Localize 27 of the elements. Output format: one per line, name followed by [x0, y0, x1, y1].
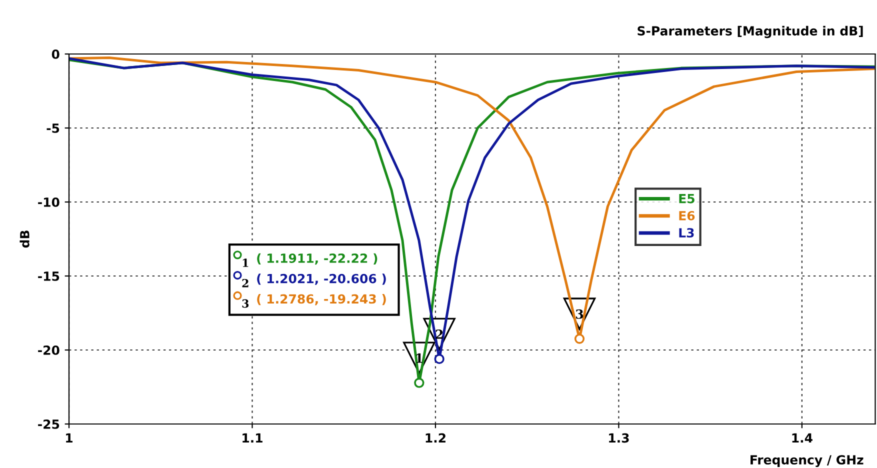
y-axis-title: dB [20, 230, 30, 248]
y-tick-label: -10 [38, 197, 60, 207]
legend-label: L3 [679, 228, 694, 238]
point [414, 378, 424, 388]
annotation: ( 1.1911, -22.22 ) [257, 253, 378, 265]
x-tick-label: 1.3 [609, 433, 629, 443]
x-axis-title: Frequency / GHz [750, 455, 864, 468]
annotation: ( 1.2021, -20.606 ) [257, 274, 386, 285]
chart-title: S-Parameters [Magnitude in dB] [638, 26, 863, 38]
y-tick-label: 0 [52, 49, 60, 59]
legend-label: E5 [679, 194, 694, 204]
point [574, 334, 585, 344]
x-tick-label: 1 [66, 433, 72, 443]
annotation: 3 [242, 299, 249, 308]
annotation: 2 [242, 278, 248, 288]
y-tick-label: -15 [38, 272, 60, 281]
x-tick-label: 1.4 [792, 433, 812, 443]
y-tick-label: -20 [38, 345, 60, 355]
legend-label: E6 [679, 210, 695, 220]
annotation: ( 1.2786, -19.243 ) [257, 294, 386, 306]
y-tick-label: -25 [38, 419, 60, 429]
y-tick-label: -5 [46, 124, 60, 133]
x-tick-label: 1.1 [242, 433, 262, 443]
point [434, 354, 444, 364]
annotation: 3 [576, 309, 584, 319]
annotation: 1 [242, 258, 248, 267]
x-tick-label: 1.2 [426, 433, 446, 443]
